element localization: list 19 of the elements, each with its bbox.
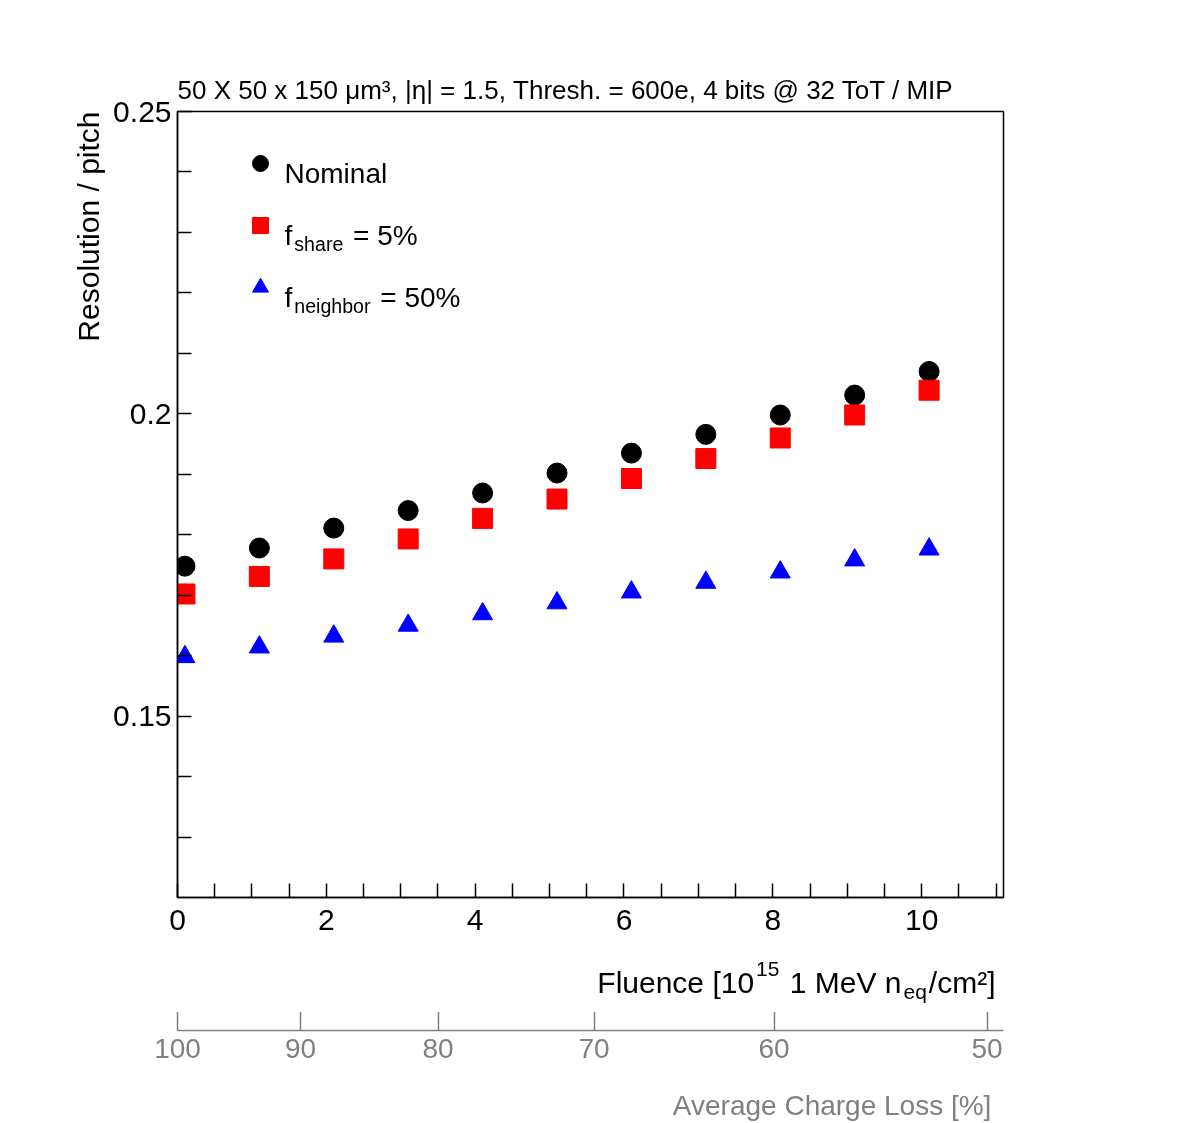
x-tick-label: 10 [904, 902, 939, 936]
chart-title: 50 X 50 x 150 μm³, |η| = 1.5, Thresh. = 600e, 4 bits @ 32 ToT / MIP [177, 74, 953, 105]
x2-tick-label: 90 [284, 1032, 317, 1064]
x2-tick-label: 60 [758, 1032, 790, 1064]
legend-label: Nominal [284, 158, 388, 189]
y-tick-label: 0.2 [129, 396, 172, 430]
x2-tick-label: 70 [578, 1032, 610, 1064]
x-tick-label: 0 [169, 902, 186, 936]
y-tick-label: 0.25 [113, 94, 172, 128]
x2-axis-title: Average Charge Loss [%] [672, 1090, 992, 1121]
y-axis-title: Resolution / pitch [71, 111, 105, 342]
x-tick-label: 2 [317, 902, 335, 936]
y-tick-label: 0.15 [113, 699, 172, 733]
x-tick-label: 6 [615, 902, 633, 936]
x-tick-label: 4 [466, 902, 484, 936]
x-tick-label: 8 [764, 902, 782, 936]
x2-tick-label: 80 [422, 1032, 454, 1064]
x2-tick-label: 50 [971, 1032, 1003, 1064]
x2-tick-label: 100 [154, 1032, 201, 1064]
